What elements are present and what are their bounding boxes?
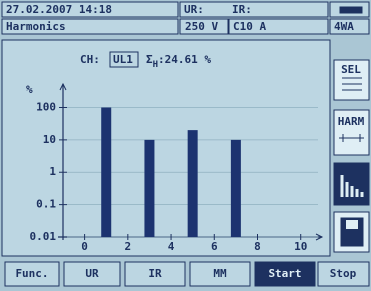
datetime: 27.02.2007 14:18 <box>6 3 112 16</box>
y-tick-label: 0.01 <box>30 230 57 243</box>
ur-button-label: UR <box>85 267 99 280</box>
chart-view-button[interactable] <box>334 163 369 205</box>
x-tick-label: 8 <box>254 240 261 253</box>
bar <box>188 130 198 237</box>
channel-label: CH: <box>80 53 100 66</box>
mm-label: MM <box>213 267 227 280</box>
ur-label: UR: <box>184 3 204 16</box>
func-label: Func. <box>15 267 48 280</box>
y-tick-label: 100 <box>36 100 56 113</box>
bar <box>101 107 111 237</box>
bar <box>144 140 154 237</box>
channel: UL1 <box>113 53 133 66</box>
ir-button-label: IR <box>148 267 162 280</box>
sel-label: SEL <box>341 63 361 76</box>
harm-label: HARM <box>338 115 365 128</box>
thd-value: :24.61 % <box>158 53 211 66</box>
y-tick-label: 10 <box>43 133 56 146</box>
x-tick-label: 4 <box>168 240 175 253</box>
stop-label: Stop <box>330 267 357 280</box>
mode: Harmonics <box>6 20 66 33</box>
x-tick-label: 0 <box>81 240 88 253</box>
x-tick-label: 2 <box>125 240 132 253</box>
wiring: 4WA <box>334 20 354 33</box>
save-icon-label <box>346 220 358 229</box>
start-label: Start <box>268 267 301 280</box>
screen: 27.02.2007 14:18 UR: IR: Harmonics 250 V… <box>0 0 371 291</box>
current: C10 A <box>233 20 266 33</box>
y-tick-label: 1 <box>49 165 56 178</box>
x-tick-label: 10 <box>294 240 307 253</box>
y-tick-label: 0.1 <box>36 198 56 211</box>
voltage: 250 V <box>185 20 218 33</box>
ir-label: IR: <box>232 3 252 16</box>
chart-panel <box>2 40 330 256</box>
x-tick-label: 6 <box>211 240 218 253</box>
y-axis-label: % <box>26 83 33 96</box>
bar <box>231 140 241 237</box>
battery-icon <box>340 7 362 13</box>
